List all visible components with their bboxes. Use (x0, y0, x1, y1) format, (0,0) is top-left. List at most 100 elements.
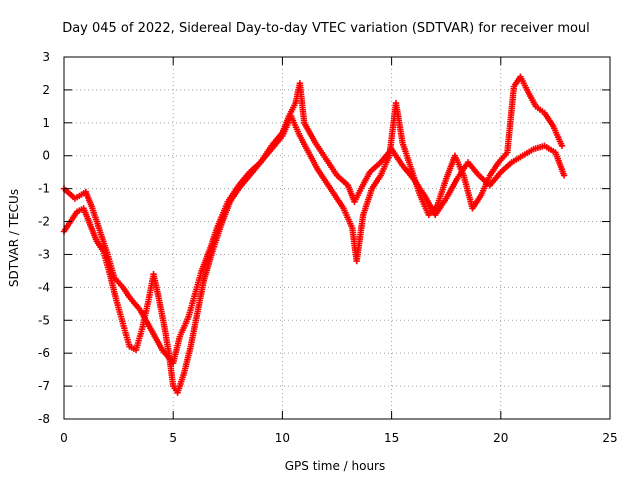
data-marker-run (302, 121, 318, 144)
data-marker-run (341, 207, 355, 230)
y-tick-label: -4 (38, 280, 50, 294)
data-marker-run (497, 151, 509, 164)
data-marker-run (433, 197, 448, 217)
grid-lines (64, 57, 610, 419)
data-marker-run (170, 335, 183, 365)
data-marker-run (87, 223, 100, 243)
data-marker-run (487, 161, 501, 177)
data-marker-run (378, 154, 392, 177)
data-marker-run (81, 207, 93, 226)
data-marker-run (120, 322, 133, 348)
data-marker-run (368, 160, 383, 174)
x-tick-label: 20 (493, 431, 508, 445)
data-marker-run (107, 273, 120, 302)
data-point (558, 142, 566, 150)
data-marker-run (128, 344, 138, 352)
data-marker-run (237, 174, 252, 190)
x-tick-label: 15 (384, 431, 399, 445)
data-marker-run (76, 206, 85, 214)
y-tick-label: -6 (38, 346, 50, 360)
data-marker-run (524, 88, 538, 108)
data-marker-run (358, 171, 372, 190)
y-tick-label: -5 (38, 313, 50, 327)
y-tick-label: 2 (42, 83, 50, 97)
chart-title: Day 045 of 2022, Sidereal Day-to-day VTE… (62, 21, 590, 36)
data-marker-run (408, 167, 423, 197)
data-marker-run (332, 193, 346, 210)
data-marker-run (112, 276, 125, 289)
data-marker-run (94, 240, 106, 253)
data-marker-run (165, 352, 177, 388)
data-marker-run (296, 82, 308, 124)
x-axis-title: GPS time / hours (285, 459, 386, 473)
data-marker-run (258, 147, 274, 164)
data-marker-run (352, 187, 364, 203)
data-marker-run (461, 174, 475, 210)
data-marker-run (543, 144, 557, 155)
data-marker-run (218, 200, 233, 226)
data-marker-run (335, 173, 350, 187)
data-marker-run (201, 250, 216, 282)
data-marker-run (161, 325, 172, 355)
data-marker-run (127, 295, 143, 312)
data-marker-run (210, 223, 224, 253)
data-marker-run (510, 153, 524, 165)
data-marker-run (62, 187, 77, 201)
data-marker-run (534, 104, 546, 115)
data-marker-run (444, 177, 460, 200)
data-marker-run (139, 296, 152, 328)
x-tick-label: 5 (169, 431, 177, 445)
data-marker-run (269, 134, 284, 151)
data-marker-run (488, 170, 503, 187)
data-marker-run (248, 161, 263, 177)
data-marker-run (435, 177, 449, 207)
data-marker-run (228, 187, 241, 204)
data-marker-run (149, 328, 165, 352)
y-tick-label: 3 (42, 50, 50, 64)
data-marker-run (315, 167, 328, 184)
data-marker-run (155, 292, 168, 328)
data-marker-run (478, 174, 493, 197)
data-marker-run (518, 75, 530, 91)
data-marker-run (297, 134, 311, 154)
y-tick-label: -3 (38, 247, 50, 261)
data-marker-run (324, 157, 339, 177)
data-marker-run (443, 154, 458, 180)
data-marker-run (313, 141, 328, 161)
x-tick-label: 25 (602, 431, 617, 445)
data-marker-run (62, 220, 73, 233)
y-tick-label: -2 (38, 215, 50, 229)
data-marker-run (470, 193, 484, 210)
data-marker-run (177, 316, 191, 338)
data-marker-run (121, 286, 132, 299)
data-marker-run (427, 203, 439, 217)
y-tick-label: 1 (42, 116, 50, 130)
data-marker-run (286, 102, 298, 118)
data-marker-run (542, 111, 556, 128)
data-marker-run (199, 246, 213, 272)
y-tick-label: -1 (38, 182, 50, 196)
data-marker-run (133, 326, 146, 351)
data-marker-run (466, 161, 481, 177)
plot-frame (63, 56, 611, 420)
axis-ticks: -8 -7 -6 -5 -4 -3 -2 -1 0 1 2 3 0 5 10 15 20 25 (38, 50, 618, 445)
data-marker-run (324, 180, 337, 197)
data-marker-run (181, 345, 194, 374)
data-marker-run (504, 85, 517, 154)
y-axis-title: SDTVAR / TECUs (7, 189, 21, 287)
y-tick-label: 0 (42, 149, 50, 163)
x-tick-label: 10 (275, 431, 290, 445)
data-marker-run (521, 147, 535, 158)
data-series (60, 73, 568, 396)
data-marker-run (452, 154, 466, 177)
data-marker-run (89, 207, 104, 236)
data-marker-run (499, 160, 514, 174)
data-point (560, 172, 568, 179)
data-marker-run (306, 151, 320, 170)
data-marker-run (171, 385, 180, 394)
y-tick-label: -7 (38, 379, 50, 393)
data-marker-run (360, 187, 375, 216)
data-marker-run (288, 115, 303, 137)
data-marker-run (393, 102, 406, 144)
